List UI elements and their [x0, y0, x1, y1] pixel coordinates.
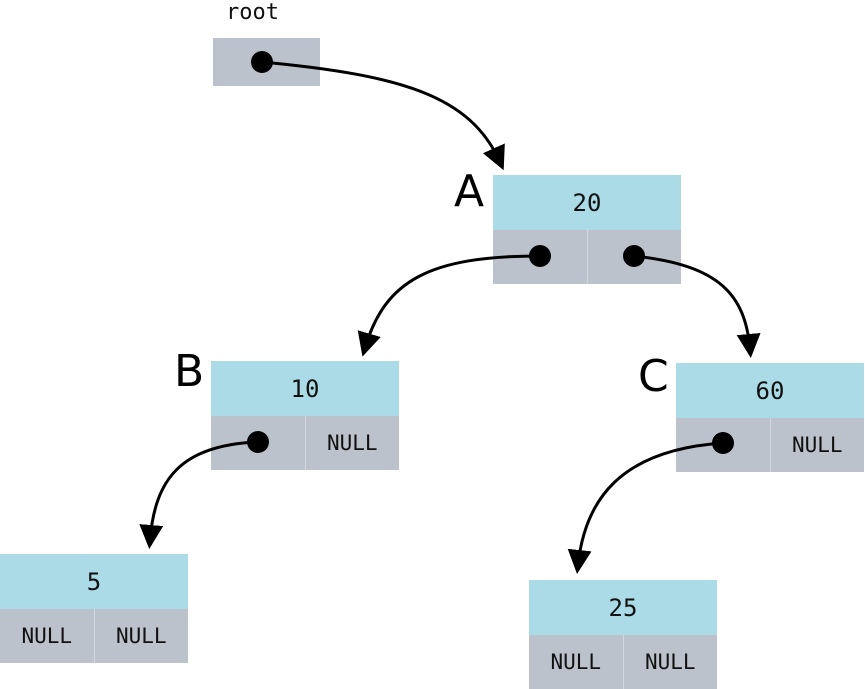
node-25-value: 25	[529, 580, 717, 635]
node-b-left-pointer	[211, 416, 305, 470]
node-25: 25 NULL NULL	[529, 580, 717, 689]
node-c-letter: C	[638, 351, 669, 402]
root-label: root	[226, 0, 279, 25]
node-b: 10 NULL	[211, 361, 399, 470]
node-5-right-pointer: NULL	[93, 609, 188, 663]
node-b-right-pointer: NULL	[304, 416, 399, 470]
node-c-right-pointer: NULL	[769, 418, 864, 472]
node-b-letter: B	[174, 346, 205, 397]
node-5-value: 5	[0, 554, 188, 609]
node-a-value: 20	[493, 175, 681, 230]
node-c: 60 NULL	[676, 363, 864, 472]
node-a: 20	[493, 175, 681, 284]
node-25-left-pointer: NULL	[529, 635, 623, 689]
node-5: 5 NULL NULL	[0, 554, 188, 663]
node-a-letter: A	[454, 166, 485, 217]
node-c-value: 60	[676, 363, 864, 418]
node-a-left-pointer	[493, 230, 587, 284]
root-pointer-cell	[213, 38, 320, 86]
node-b-value: 10	[211, 361, 399, 416]
node-a-right-pointer	[586, 230, 681, 284]
node-5-left-pointer: NULL	[0, 609, 94, 663]
node-25-right-pointer: NULL	[622, 635, 717, 689]
node-c-left-pointer	[676, 418, 770, 472]
